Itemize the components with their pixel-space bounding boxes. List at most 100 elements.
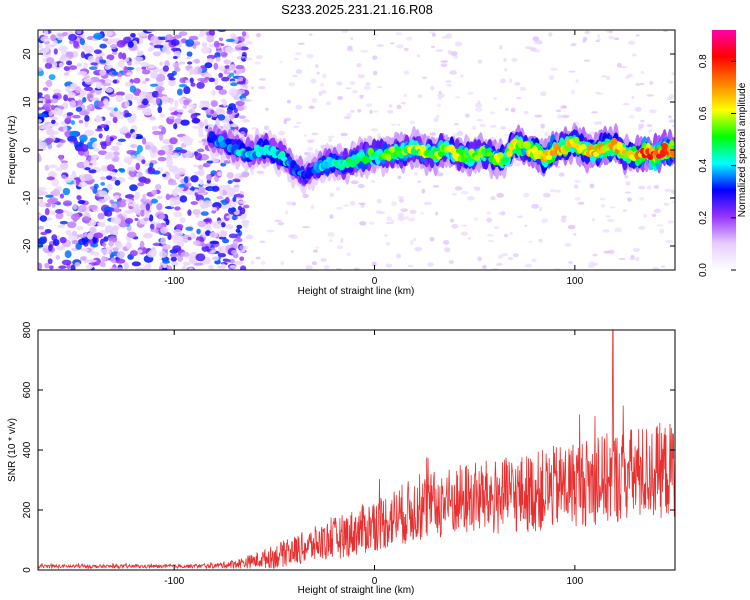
heatmap-noise-cell <box>202 200 213 208</box>
heatmap-noise-cell <box>387 109 394 114</box>
heatmap-noise-cell <box>403 216 410 220</box>
heatmap-noise-cell <box>226 110 233 115</box>
heatmap-noise-cell <box>638 123 645 129</box>
heatmap-noise-cell <box>589 183 595 189</box>
heatmap-noise-cell <box>188 267 194 270</box>
heatmap-noise-cell <box>288 82 296 87</box>
heatmap-noise-cell <box>235 183 239 186</box>
heatmap-noise-cell <box>176 167 187 175</box>
heatmap-noise-cell <box>169 116 175 120</box>
heatmap-noise-cell <box>158 133 164 141</box>
heatmap-noise-cell <box>164 60 170 67</box>
heatmap-noise-cell <box>407 217 416 222</box>
heatmap-noise-cell <box>44 262 50 269</box>
heatmap-noise-cell <box>68 33 78 42</box>
heatmap-noise-cell <box>327 232 335 237</box>
y-tick-label: -10 <box>22 190 33 205</box>
heatmap-noise-cell <box>100 142 107 150</box>
heatmap-noise-cell <box>256 170 265 175</box>
heatmap-noise-cell <box>509 231 513 236</box>
heatmap-noise-cell <box>170 47 181 52</box>
heatmap-noise-cell <box>503 67 508 72</box>
heatmap-noise-cell <box>359 94 364 100</box>
snr-series-line <box>38 330 675 570</box>
heatmap-noise-cell <box>201 243 207 248</box>
heatmap-noise-cell <box>194 152 203 161</box>
heatmap-noise-cell <box>314 246 320 249</box>
heatmap-noise-cell <box>146 251 157 258</box>
heatmap-noise-cell <box>251 127 257 130</box>
heatmap-noise-cell <box>356 62 362 68</box>
heatmap-noise-cell <box>50 104 56 111</box>
heatmap-noise-cell <box>575 79 579 83</box>
heatmap-noise-cell <box>76 30 82 35</box>
heatmap-noise-cell <box>84 86 93 91</box>
heatmap-noise-cell <box>489 137 497 140</box>
heatmap-noise-cell <box>304 151 309 156</box>
heatmap-noise-cell <box>217 171 223 177</box>
heatmap-noise-cell <box>345 87 352 90</box>
heatmap-noise-cell <box>125 133 132 139</box>
heatmap-noise-cell <box>52 88 62 94</box>
heatmap-noise-cell <box>69 100 76 108</box>
heatmap-noise-cell <box>198 127 204 135</box>
heatmap-noise-cell <box>44 62 53 69</box>
heatmap-noise-cell <box>129 184 138 192</box>
heatmap-noise-cell <box>601 75 607 78</box>
heatmap-noise-cell <box>161 126 167 135</box>
heatmap-noise-cell <box>230 82 238 87</box>
heatmap-noise-cell <box>190 82 196 87</box>
heatmap-noise-cell <box>263 125 270 131</box>
heatmap-noise-cell <box>45 202 52 208</box>
heatmap-noise-cell <box>97 212 105 220</box>
heatmap-noise-cell <box>62 200 73 207</box>
heatmap-noise-cell <box>192 240 201 246</box>
heatmap-noise-cell <box>92 142 98 149</box>
heatmap-noise-cell <box>573 179 582 183</box>
heatmap-noise-cell <box>83 75 91 79</box>
heatmap-noise-cell <box>421 76 428 79</box>
heatmap-noise-cell <box>155 223 163 229</box>
heatmap-noise-cell <box>600 204 606 208</box>
heatmap-noise-cell <box>111 71 119 76</box>
heatmap-noise-cell <box>278 130 285 136</box>
heatmap-noise-cell <box>75 106 83 112</box>
heatmap-noise-cell <box>513 162 521 167</box>
heatmap-noise-cell <box>280 261 285 266</box>
heatmap-noise-cell <box>76 225 84 231</box>
heatmap-noise-cell <box>95 81 103 90</box>
snr-x-axis-label: Height of straight line (km) <box>298 585 415 596</box>
heatmap-noise-cell <box>410 240 414 246</box>
figure-title: S233.2025.231.21.16.R08 <box>281 2 433 17</box>
heatmap-noise-cell <box>39 197 44 203</box>
spectrogram-y-axis-label: Frequency (Hz) <box>7 116 18 185</box>
heatmap-noise-cell <box>403 70 410 75</box>
heatmap-noise-cell <box>126 149 137 155</box>
heatmap-noise-cell <box>89 97 100 101</box>
heatmap-noise-cell <box>62 31 68 36</box>
heatmap-noise-cell <box>162 173 167 177</box>
heatmap-noise-cell <box>86 232 94 240</box>
heatmap-noise-cell <box>152 51 162 57</box>
heatmap-noise-cell <box>385 241 391 246</box>
heatmap-noise-cell <box>195 253 206 262</box>
heatmap-noise-cell <box>153 44 164 49</box>
heatmap-noise-cell <box>165 150 174 156</box>
heatmap-noise-cell <box>466 196 475 201</box>
heatmap-noise-cell <box>116 40 126 48</box>
heatmap-noise-cell <box>84 45 95 54</box>
heatmap-noise-cell <box>298 42 305 45</box>
heatmap-noise-cell <box>639 196 645 201</box>
heatmap-noise-cell <box>59 220 69 225</box>
heatmap-noise-cell <box>224 196 230 204</box>
heatmap-noise-cell <box>84 119 89 128</box>
heatmap-noise-cell <box>59 193 65 199</box>
heatmap-noise-cell <box>177 255 183 262</box>
heatmap-noise-cell <box>151 170 161 175</box>
colorbar-label: Normalized spectral amplitude <box>737 82 748 217</box>
heatmap-noise-cell <box>157 88 163 96</box>
heatmap-noise-cell <box>192 125 202 129</box>
heatmap-noise-cell <box>486 234 494 237</box>
heatmap-noise-cell <box>474 102 483 108</box>
heatmap-noise-cell <box>149 116 156 121</box>
